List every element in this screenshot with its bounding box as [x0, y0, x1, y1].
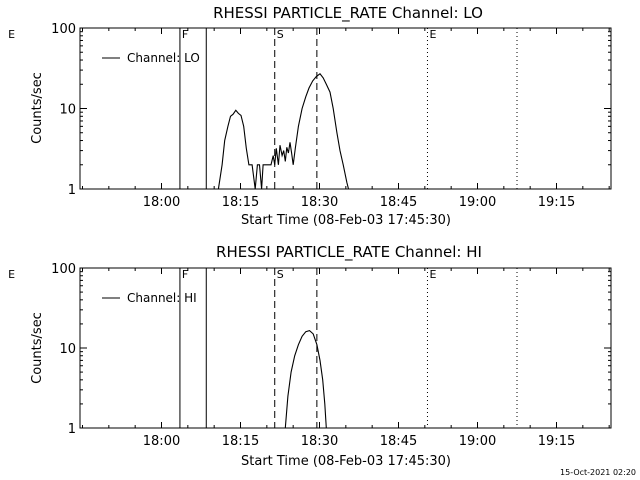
marker-label: E — [8, 268, 15, 281]
legend-label: Channel: HI — [127, 291, 197, 305]
marker-label: S — [277, 28, 284, 41]
y-tick-label: 100 — [51, 22, 76, 37]
x-tick-label: 18:30 — [301, 195, 338, 210]
series-group — [284, 329, 327, 429]
marker-label: F — [182, 28, 188, 41]
x-tick-label: 18:30 — [301, 434, 338, 449]
chart-title: RHESSI PARTICLE_RATE Channel: HI — [216, 243, 482, 262]
legend: Channel: HI — [102, 291, 197, 305]
x-axis-label: Start Time (08-Feb-03 17:45:30) — [241, 213, 451, 228]
x-axis-label: Start Time (08-Feb-03 17:45:30) — [241, 454, 451, 469]
panel-lo: RHESSI PARTICLE_RATE Channel: LO E F S E 18… — [8, 4, 612, 228]
marker-label: F — [182, 268, 188, 281]
legend-label: Channel: LO — [127, 51, 200, 65]
y-axis-label: Counts/sec — [30, 312, 45, 384]
marker-label: S — [277, 268, 284, 281]
x-tick-label: 18:45 — [380, 434, 417, 449]
x-tick-label: 18:15 — [222, 195, 259, 210]
marker-label: E — [429, 28, 436, 41]
y-tick-label: 10 — [59, 342, 76, 357]
y-axis-label: Counts/sec — [30, 72, 45, 144]
y-tick-label: 10 — [59, 103, 76, 118]
y-tick-label: 1 — [68, 183, 76, 198]
axis-ticks: 18:00 18:15 18:30 18:45 19:00 19:15 1 10 100 — [51, 262, 611, 449]
timestamp: 15-Oct-2021 02:20 — [560, 468, 636, 477]
chart-title: RHESSI PARTICLE_RATE Channel: LO — [213, 4, 483, 23]
legend: Channel: LO — [102, 51, 200, 65]
x-tick-label: 19:15 — [538, 195, 575, 210]
x-tick-label: 18:00 — [143, 195, 180, 210]
x-tick-label: 18:00 — [143, 434, 180, 449]
y-tick-label: 100 — [51, 262, 76, 277]
marker-label: E — [429, 268, 436, 281]
panel-hi: RHESSI PARTICLE_RATE Channel: HI E F S E 18… — [8, 243, 612, 469]
series-line — [217, 73, 350, 190]
x-tick-label: 18:45 — [380, 195, 417, 210]
marker-label: E — [8, 28, 15, 41]
axis-ticks: 18:00 18:15 18:30 18:45 19:00 19:15 1 10 100 — [51, 22, 611, 210]
x-tick-label: 19:00 — [459, 434, 496, 449]
x-tick-label: 19:00 — [459, 195, 496, 210]
series-line — [284, 329, 327, 429]
x-tick-label: 19:15 — [538, 434, 575, 449]
x-tick-label: 18:15 — [222, 434, 259, 449]
series-group — [217, 73, 350, 190]
y-tick-label: 1 — [68, 422, 76, 437]
